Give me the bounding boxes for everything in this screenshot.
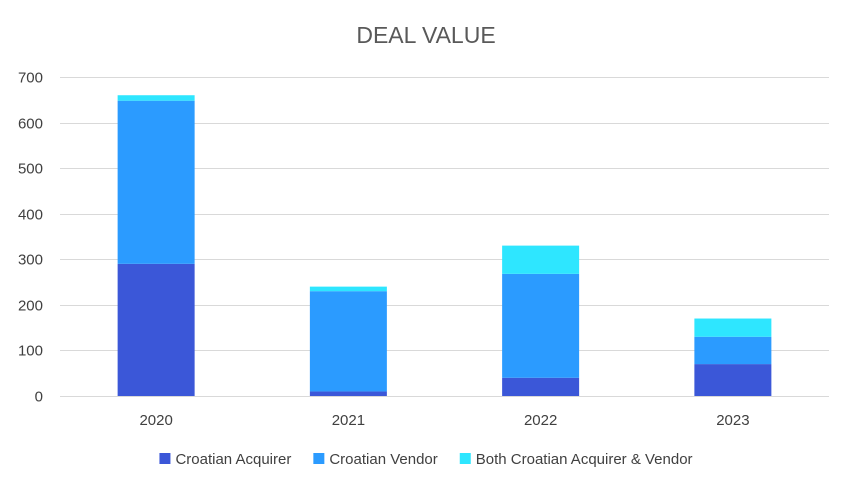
bar-segment [309,291,387,392]
bar-segment [694,318,772,337]
y-tick-label: 600 [18,116,43,133]
x-tick-label: 2021 [332,412,365,429]
bar-segment [117,263,195,396]
bar-segment [502,245,580,274]
x-tick-label: 2020 [139,412,172,429]
bar-segment [502,273,580,378]
y-tick-label: 200 [18,298,43,315]
bar-segment [309,286,387,292]
legend-item: Croatian Acquirer [159,451,291,468]
y-tick-label: 300 [18,252,43,269]
y-tick-label: 500 [18,161,43,178]
legend-item: Croatian Vendor [313,451,438,468]
bar-segment [117,95,195,101]
y-tick-label: 0 [35,389,43,406]
y-tick-label: 700 [18,70,43,87]
legend-item: Both Croatian Acquirer & Vendor [459,451,693,468]
chart-title: DEAL VALUE [356,22,495,48]
legend-label: Both Croatian Acquirer & Vendor [476,451,693,468]
bar-segment [694,336,772,365]
x-tick-label: 2023 [716,412,749,429]
legend-swatch [459,453,471,464]
legend: Croatian Acquirer Croatian Vendor Both Cro… [159,451,693,468]
legend-swatch [159,453,171,464]
bar-segment [694,364,772,396]
y-tick-label: 100 [18,343,43,360]
legend-label: Croatian Acquirer [175,451,291,468]
x-axis-ticks: 2020 2021 2022 2023 [139,412,749,429]
bar-segment [117,100,195,264]
y-tick-label: 400 [18,207,43,224]
legend-label: Croatian Vendor [329,451,437,468]
bars [117,95,772,396]
legend-swatch [313,453,325,464]
x-tick-label: 2022 [524,412,557,429]
bar-segment [309,391,387,396]
y-axis-ticks: 0 100 200 300 400 500 600 700 [18,70,43,406]
bar-segment [502,377,580,396]
